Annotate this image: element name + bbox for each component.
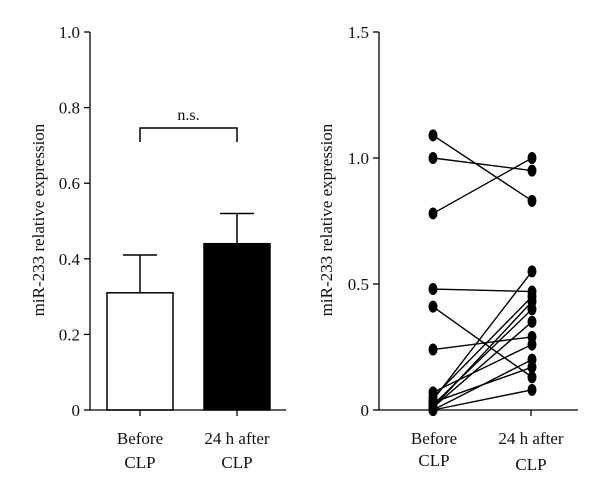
pair-line [432, 134, 533, 202]
x-tick-label: 24 h after [498, 429, 563, 448]
point-after [527, 315, 537, 328]
point-before [428, 283, 438, 296]
point-before [428, 152, 438, 164]
x-tick-label: CLP [124, 453, 155, 472]
x-tick-label: 24 h after [204, 429, 269, 448]
point-before [428, 129, 438, 142]
x-tick-label: Before [411, 429, 457, 448]
bar [106, 292, 174, 411]
pair-line [432, 288, 533, 293]
point-after [527, 194, 537, 207]
paired-plot-y-ticks: 0 0.5 1.0 1.5 [348, 23, 379, 420]
pair-line [432, 321, 533, 409]
point-after [527, 371, 537, 384]
point-after [527, 338, 537, 351]
y-tick-label: 1.0 [348, 149, 369, 168]
y-tick-label: 0.5 [348, 275, 369, 294]
point-before [428, 207, 438, 220]
y-tick-label: 0 [72, 401, 81, 420]
y-tick-label: 0.8 [59, 99, 80, 118]
point-after [527, 152, 537, 164]
x-tick-label: CLP [418, 451, 449, 470]
x-tick-label: Before [117, 429, 163, 448]
y-tick-label: 1.5 [348, 23, 369, 42]
pair-line [432, 157, 533, 215]
bar-chart-panel: miR-233 relative expression 0 0.2 0.4 0.6 0.… [29, 23, 286, 472]
y-tick-label: 0.2 [59, 325, 80, 344]
point-after [527, 353, 537, 366]
paired-plot-x-labels: Before CLP 24 h after CLP [411, 410, 564, 474]
paired-plot-y-axis-label: miR-233 relative expression [317, 123, 336, 316]
x-tick-label: CLP [515, 455, 546, 474]
y-tick-label: 0.6 [59, 174, 80, 193]
pair-line [432, 270, 533, 401]
bar [203, 242, 271, 411]
point-before [428, 343, 438, 356]
y-tick-label: 1.0 [59, 23, 80, 42]
pair-line [432, 336, 533, 351]
paired-plot-points [428, 129, 537, 416]
point-after [527, 265, 537, 278]
x-tick-label: CLP [221, 453, 252, 472]
paired-plot-panel: miR-233 relative expression 0 0.5 1.0 1.5 B… [317, 23, 578, 474]
pair-line [432, 296, 533, 398]
point-after [527, 164, 537, 177]
point-before [428, 300, 438, 313]
bracket [139, 127, 238, 142]
pair-line [432, 157, 533, 172]
pair-line [432, 343, 533, 393]
bar-chart-x-labels: Before CLP 24 h after CLP [117, 410, 270, 472]
point-after [527, 383, 537, 396]
significance-label: n.s. [177, 107, 199, 124]
y-tick-label: 0.4 [59, 250, 81, 269]
point-after [527, 295, 537, 308]
significance-bracket: n.s. [139, 107, 238, 142]
pair-line [432, 306, 533, 378]
y-tick-label: 0 [361, 401, 370, 420]
pair-line [432, 301, 533, 408]
bar-chart-y-ticks: 0 0.2 0.4 0.6 0.8 1.0 [59, 23, 90, 420]
bar-chart-y-axis-label: miR-233 relative expression [29, 123, 48, 316]
pair-line [432, 358, 533, 411]
paired-plot-lines [432, 134, 533, 411]
bar-chart-bars [106, 212, 271, 411]
pair-line [432, 389, 533, 411]
